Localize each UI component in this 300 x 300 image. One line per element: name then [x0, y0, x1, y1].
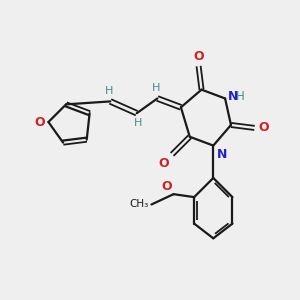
Text: CH₃: CH₃ — [130, 200, 149, 209]
Text: H: H — [134, 118, 142, 128]
Text: O: O — [258, 122, 269, 134]
Text: N: N — [228, 90, 238, 103]
Text: N: N — [217, 148, 227, 161]
Text: O: O — [193, 50, 204, 62]
Text: O: O — [161, 180, 172, 193]
Text: H: H — [236, 90, 245, 103]
Text: O: O — [35, 116, 46, 128]
Text: H: H — [105, 86, 113, 96]
Text: O: O — [158, 157, 169, 170]
Text: H: H — [152, 83, 160, 93]
